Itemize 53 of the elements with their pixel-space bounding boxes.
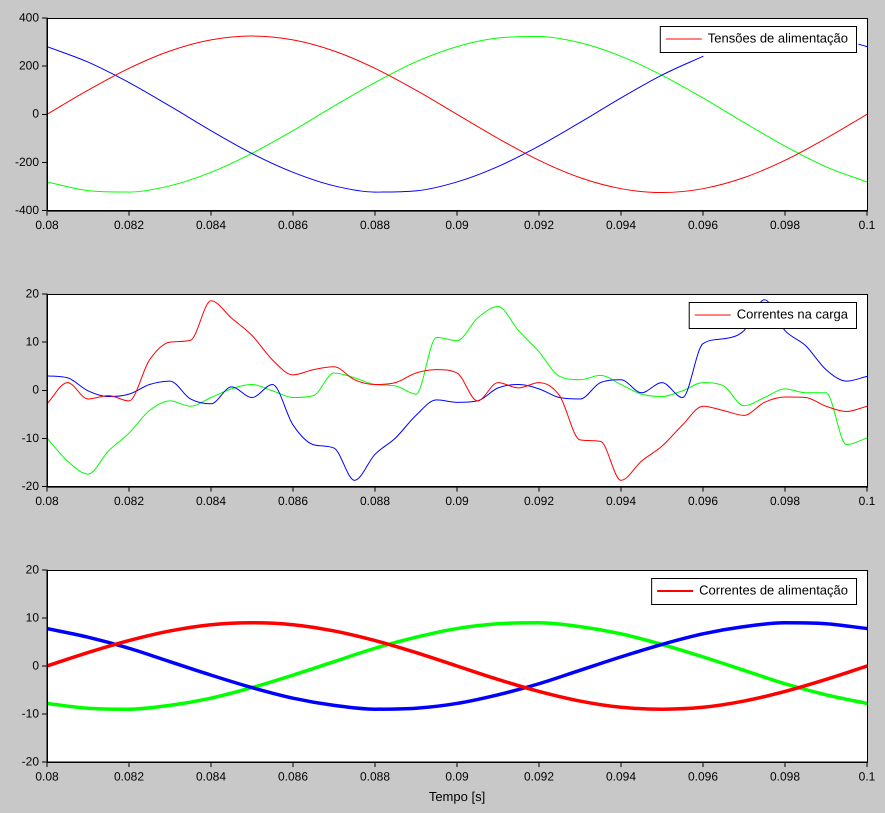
y-tick-label: -20 xyxy=(22,478,40,493)
x-tick-label: 0.098 xyxy=(770,494,800,508)
x-tick-label: 0.084 xyxy=(196,494,226,508)
y-tick-label: -10 xyxy=(22,430,40,445)
y-tick-label: 0 xyxy=(32,382,40,397)
x-tick-label: 0.1 xyxy=(858,218,876,232)
x-tick-label: 0.082 xyxy=(114,770,144,784)
x-tick-label: 0.086 xyxy=(278,218,308,232)
x-tick-label: 0.096 xyxy=(688,770,718,784)
y-tick-label: -400 xyxy=(14,202,40,217)
y-tick-label: -20 xyxy=(22,754,40,768)
x-tick-label: 0.088 xyxy=(360,770,390,784)
y-tick-label: 400 xyxy=(18,10,40,24)
line-series xyxy=(47,621,867,711)
x-tick-label: 0.084 xyxy=(196,770,226,784)
y-tick-label: 200 xyxy=(18,58,40,72)
x-tick-label: 0.086 xyxy=(278,770,308,784)
x-tick-label: 0.092 xyxy=(524,494,554,508)
x-tick-label: 0.092 xyxy=(524,218,554,232)
x-tick-label: 0.098 xyxy=(770,218,800,232)
x-tick-label: 0.1 xyxy=(858,770,876,784)
x-tick-label: 0.08 xyxy=(35,770,59,784)
x-tick-label: 0.082 xyxy=(114,494,144,508)
legend-label: Tensões de alimentação xyxy=(708,30,848,46)
y-tick-label: 10 xyxy=(26,334,40,348)
x-tick-label: 0.094 xyxy=(606,218,636,232)
y-tick-label: 20 xyxy=(26,286,40,300)
y-tick-label: -10 xyxy=(22,706,40,720)
x-tick-label: 0.092 xyxy=(524,770,554,784)
x-tick-label: 0.088 xyxy=(360,494,390,508)
y-tick-label: 0 xyxy=(32,106,40,121)
x-tick-label: 0.09 xyxy=(445,770,469,784)
x-tick-label: 0.094 xyxy=(606,494,636,508)
x-tick-label: 0.088 xyxy=(360,218,390,232)
x-tick-label: 0.08 xyxy=(35,494,59,508)
y-tick-label: -200 xyxy=(14,154,40,169)
y-tick-label: 0 xyxy=(32,658,40,672)
legend-label: Correntes na carga xyxy=(736,306,849,322)
x-axis-title: Tempo [s] xyxy=(428,788,486,804)
y-tick-label: 10 xyxy=(26,610,40,624)
y-tick-label: 20 xyxy=(26,562,40,576)
x-tick-label: 0.096 xyxy=(688,494,718,508)
x-tick-label: 0.08 xyxy=(35,218,59,232)
x-tick-label: 0.082 xyxy=(114,218,144,232)
x-tick-label: 0.1 xyxy=(858,494,876,508)
x-tick-label: 0.098 xyxy=(770,770,800,784)
x-tick-label: 0.084 xyxy=(196,218,226,232)
x-tick-label: 0.09 xyxy=(445,218,469,232)
x-tick-label: 0.096 xyxy=(688,218,718,232)
x-tick-label: 0.09 xyxy=(445,494,469,508)
x-tick-label: 0.086 xyxy=(278,494,308,508)
x-tick-label: 0.094 xyxy=(606,770,636,784)
legend-label: Correntes de alimentação xyxy=(699,582,848,598)
